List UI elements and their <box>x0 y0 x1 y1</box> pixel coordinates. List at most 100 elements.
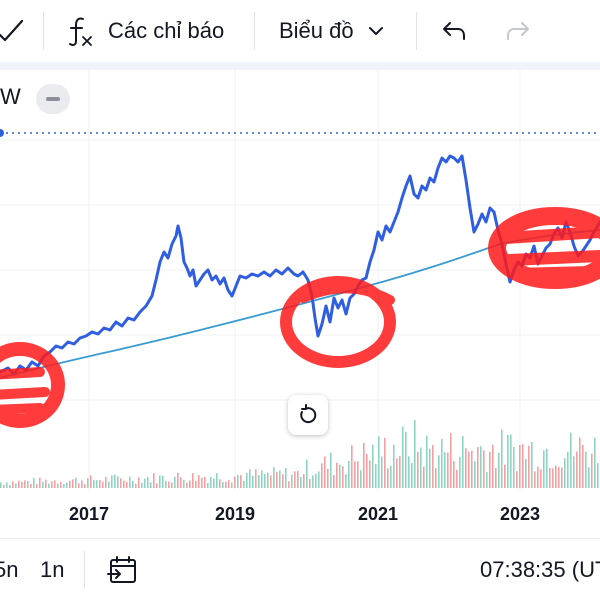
volume-bar <box>159 475 161 488</box>
volume-bar <box>192 473 194 488</box>
volume-bar <box>381 456 383 488</box>
chevron-down-icon <box>368 25 384 37</box>
volume-bar <box>432 445 434 488</box>
volume-bar <box>201 477 203 488</box>
volume-bar <box>225 481 227 488</box>
volume-bar <box>438 455 440 488</box>
volume-bar <box>237 474 239 488</box>
volume-bar <box>420 447 422 488</box>
chart-type-dropdown[interactable]: Biểu đồ <box>279 0 384 62</box>
volume-bar <box>318 471 320 488</box>
volume-bar <box>195 481 197 488</box>
volume-bar <box>210 476 212 488</box>
volume-bar <box>378 436 380 488</box>
x-tick-label: 2019 <box>215 504 255 524</box>
volume-bar <box>546 448 548 488</box>
annotation-circle <box>280 276 396 368</box>
volume-bar <box>495 468 497 488</box>
volume-bar <box>174 476 176 488</box>
volume-bar <box>126 481 128 488</box>
volume-bar <box>531 442 533 488</box>
minus-icon <box>46 97 60 101</box>
volume-bar <box>147 477 149 488</box>
volume-bar <box>48 483 50 488</box>
undo-icon <box>440 19 468 43</box>
volume-bars <box>0 420 599 488</box>
volume-bar <box>177 472 179 488</box>
volume-bar <box>222 481 224 488</box>
collapse-legend-button[interactable] <box>36 84 70 114</box>
range-1y-button[interactable]: 1n <box>40 557 65 582</box>
volume-bar <box>180 477 182 488</box>
date-range-button[interactable] <box>106 539 138 601</box>
volume-bar <box>321 463 323 488</box>
volume-bar <box>465 448 467 488</box>
volume-bar <box>534 471 536 488</box>
volume-bar <box>357 461 359 488</box>
volume-bar <box>102 481 104 488</box>
x-tick-label: 2023 <box>500 504 540 524</box>
volume-bar <box>216 473 218 488</box>
volume-bar <box>300 476 302 488</box>
volume-bar <box>168 481 170 488</box>
volume-bar <box>513 446 515 488</box>
volume-bar <box>333 475 335 488</box>
chart-area[interactable]: 2017 2019 2021 2023 <box>0 70 600 530</box>
volume-bar <box>444 452 446 488</box>
reset-icon <box>297 404 319 426</box>
reset-chart-button[interactable] <box>288 395 328 435</box>
volume-bar <box>297 470 299 488</box>
volume-bar <box>528 445 530 488</box>
clock-time[interactable]: 07:38:35 (UT <box>480 557 600 582</box>
volume-bar <box>243 480 245 488</box>
bottom-bar: 5n 1n 07:38:35 (UT <box>0 538 600 601</box>
volume-bar <box>426 435 428 488</box>
range-5y-button[interactable]: 5n <box>0 557 19 582</box>
volume-bar <box>423 466 425 488</box>
volume-bar <box>315 473 317 488</box>
volume-bar <box>36 484 38 488</box>
volume-bar <box>450 432 452 488</box>
volume-bar <box>42 481 44 488</box>
symbol-legend[interactable]: W <box>0 84 21 109</box>
volume-bar <box>114 474 116 488</box>
volume-bar <box>123 480 125 488</box>
volume-bar <box>594 437 596 488</box>
undo-button[interactable] <box>440 0 468 62</box>
volume-bar <box>21 481 23 488</box>
volume-bar <box>255 469 257 488</box>
volume-bar <box>183 479 185 488</box>
volume-bar <box>24 480 26 488</box>
annotation-circle <box>0 342 65 428</box>
volume-bar <box>39 477 41 488</box>
volume-bar <box>516 471 518 488</box>
annotation-scribble <box>298 283 395 305</box>
volume-bar <box>561 467 563 488</box>
volume-bar <box>552 468 554 488</box>
indicators-button[interactable]: Các chỉ báo <box>66 0 224 62</box>
volume-bar <box>579 437 581 488</box>
volume-bar <box>204 476 206 488</box>
volume-bar <box>90 475 92 488</box>
volume-bar <box>324 456 326 488</box>
volume-bar <box>111 475 113 488</box>
volume-bar <box>588 467 590 488</box>
volume-bar <box>120 478 122 488</box>
volume-bar <box>582 444 584 488</box>
redo-icon <box>504 19 532 43</box>
volume-bar <box>360 470 362 488</box>
volume-bar <box>558 467 560 488</box>
volume-bar <box>435 468 437 488</box>
redo-button[interactable] <box>504 0 532 62</box>
volume-bar <box>522 444 524 488</box>
volume-bar <box>540 469 542 488</box>
volume-bar <box>492 444 494 488</box>
volume-bar <box>447 452 449 488</box>
volume-bar <box>207 483 209 488</box>
volume-bar <box>480 446 482 488</box>
volume-bar <box>138 477 140 488</box>
volume-bar <box>510 434 512 488</box>
volume-bar <box>336 462 338 488</box>
volume-bar <box>60 481 62 488</box>
checkmark-icon[interactable] <box>0 0 34 62</box>
